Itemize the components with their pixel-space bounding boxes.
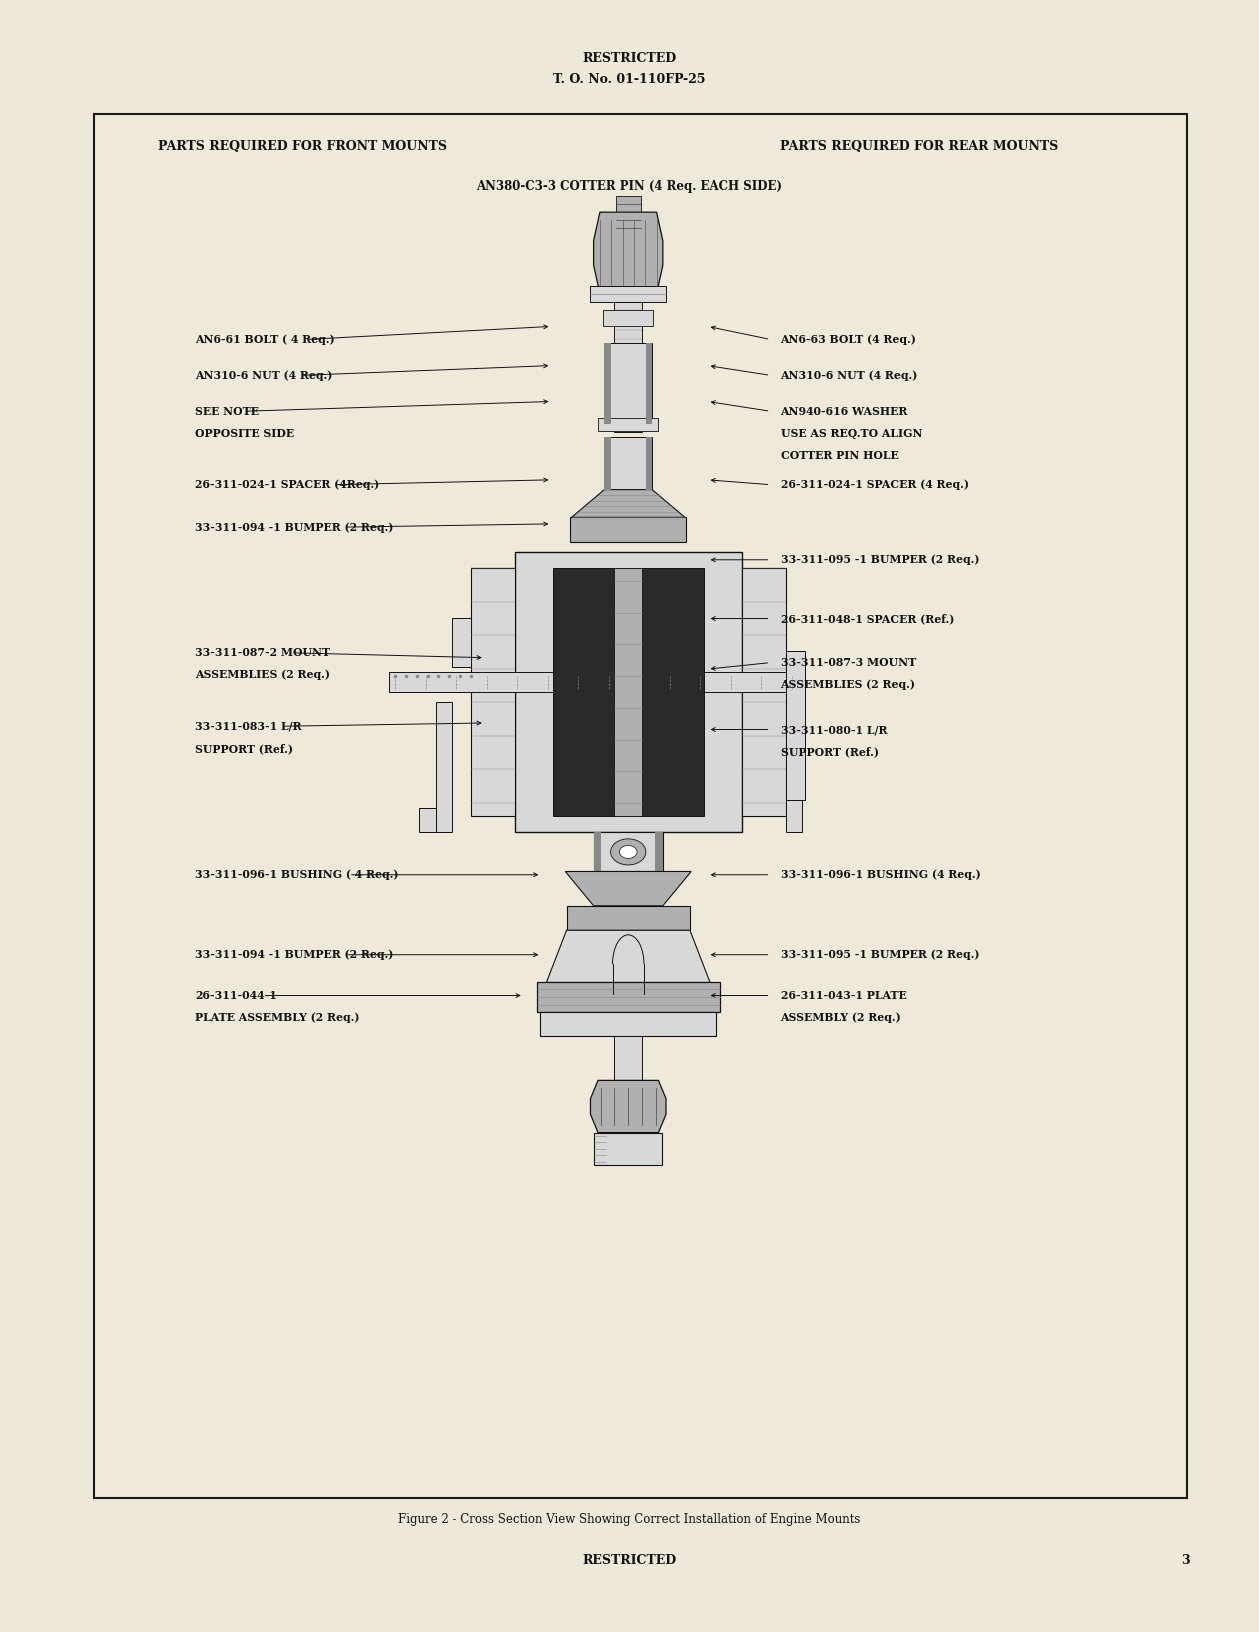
FancyBboxPatch shape	[94, 114, 1187, 1498]
Text: 33-311-095 -1 BUMPER (2 Req.): 33-311-095 -1 BUMPER (2 Req.)	[781, 555, 980, 565]
Text: AN6-61 BOLT ( 4 Req.): AN6-61 BOLT ( 4 Req.)	[195, 335, 335, 344]
Text: AN6-63 BOLT (4 Req.): AN6-63 BOLT (4 Req.)	[781, 335, 917, 344]
Ellipse shape	[619, 845, 637, 858]
Text: RESTRICTED: RESTRICTED	[583, 1554, 676, 1567]
Text: 3: 3	[1181, 1554, 1190, 1567]
Text: PARTS REQUIRED FOR FRONT MOUNTS: PARTS REQUIRED FOR FRONT MOUNTS	[157, 140, 447, 153]
Text: 33-311-080-1 L/R: 33-311-080-1 L/R	[781, 725, 888, 734]
Text: 33-311-095 -1 BUMPER (2 Req.): 33-311-095 -1 BUMPER (2 Req.)	[781, 950, 980, 960]
Text: 33-311-096-1 BUSHING ( 4 Req.): 33-311-096-1 BUSHING ( 4 Req.)	[195, 870, 399, 880]
Bar	[540, 1012, 716, 1036]
Bar	[567, 906, 690, 930]
Text: 33-311-083-1 L/R: 33-311-083-1 L/R	[195, 721, 302, 731]
Ellipse shape	[611, 839, 646, 865]
Bar	[590, 286, 666, 302]
Bar	[646, 437, 652, 490]
Text: SUPPORT (Ref.): SUPPORT (Ref.)	[781, 746, 879, 757]
Bar	[593, 832, 601, 871]
Bar	[471, 568, 515, 816]
Bar	[614, 568, 642, 816]
Text: USE AS REQ.TO ALIGN: USE AS REQ.TO ALIGN	[781, 428, 922, 439]
Polygon shape	[565, 871, 691, 906]
Polygon shape	[546, 930, 710, 982]
Bar	[614, 302, 642, 432]
Bar	[436, 702, 452, 832]
Bar	[616, 196, 641, 228]
Bar	[570, 517, 686, 542]
Bar	[452, 617, 471, 667]
Text: SEE NOTE: SEE NOTE	[195, 406, 259, 416]
Bar	[604, 343, 611, 424]
Text: AN310-6 NUT (4 Req.): AN310-6 NUT (4 Req.)	[195, 370, 332, 380]
Bar	[655, 832, 662, 871]
Text: AN310-6 NUT (4 Req.): AN310-6 NUT (4 Req.)	[781, 370, 918, 380]
Text: PLATE ASSEMBLY (2 Req.): PLATE ASSEMBLY (2 Req.)	[195, 1012, 360, 1023]
Bar	[536, 982, 720, 1012]
Text: PARTS REQUIRED FOR REAR MOUNTS: PARTS REQUIRED FOR REAR MOUNTS	[779, 140, 1059, 153]
Bar	[646, 343, 652, 424]
Text: ASSEMBLIES (2 Req.): ASSEMBLIES (2 Req.)	[195, 669, 330, 681]
Text: ASSEMBLY (2 Req.): ASSEMBLY (2 Req.)	[781, 1012, 901, 1023]
Text: 26-311-044-1: 26-311-044-1	[195, 991, 277, 1000]
Bar	[614, 1036, 642, 1085]
Text: AN380-C3-3 COTTER PIN (4 Req. EACH SIDE): AN380-C3-3 COTTER PIN (4 Req. EACH SIDE)	[476, 180, 783, 193]
Text: 26-311-048-1 SPACER (Ref.): 26-311-048-1 SPACER (Ref.)	[781, 614, 954, 623]
Text: RESTRICTED: RESTRICTED	[583, 52, 676, 65]
Polygon shape	[572, 490, 685, 517]
Bar	[598, 418, 658, 431]
Bar	[593, 832, 662, 871]
Text: OPPOSITE SIDE: OPPOSITE SIDE	[195, 428, 295, 439]
Bar	[515, 552, 742, 832]
Bar	[604, 437, 611, 490]
Bar	[553, 568, 704, 816]
Bar	[389, 672, 798, 692]
Text: AN940-616 WASHER: AN940-616 WASHER	[781, 406, 908, 416]
Text: 33-311-087-3 MOUNT: 33-311-087-3 MOUNT	[781, 658, 915, 667]
Text: 26-311-024-1 SPACER (4 Req.): 26-311-024-1 SPACER (4 Req.)	[781, 480, 968, 490]
Polygon shape	[590, 1080, 666, 1133]
Bar	[742, 568, 786, 816]
Text: Figure 2 - Cross Section View Showing Correct Installation of Engine Mounts: Figure 2 - Cross Section View Showing Co…	[398, 1513, 861, 1526]
Text: 33-311-094 -1 BUMPER (2 Req.): 33-311-094 -1 BUMPER (2 Req.)	[195, 950, 394, 960]
Text: SUPPORT (Ref.): SUPPORT (Ref.)	[195, 743, 293, 754]
Bar	[786, 800, 802, 832]
Bar	[594, 1133, 662, 1165]
Polygon shape	[593, 212, 662, 294]
Bar	[603, 310, 653, 326]
Text: 33-311-094 -1 BUMPER (2 Req.): 33-311-094 -1 BUMPER (2 Req.)	[195, 522, 394, 532]
Bar	[786, 651, 805, 800]
Text: ASSEMBLIES (2 Req.): ASSEMBLIES (2 Req.)	[781, 679, 915, 690]
Text: COTTER PIN HOLE: COTTER PIN HOLE	[781, 450, 899, 460]
Text: 33-311-087-2 MOUNT: 33-311-087-2 MOUNT	[195, 648, 330, 658]
Text: 26-311-024-1 SPACER (4Req.): 26-311-024-1 SPACER (4Req.)	[195, 480, 379, 490]
Bar	[419, 808, 436, 832]
Text: 26-311-043-1 PLATE: 26-311-043-1 PLATE	[781, 991, 906, 1000]
Text: 33-311-096-1 BUSHING (4 Req.): 33-311-096-1 BUSHING (4 Req.)	[781, 870, 981, 880]
Text: T. O. No. 01-110FP-25: T. O. No. 01-110FP-25	[553, 73, 706, 86]
Bar	[604, 437, 652, 490]
Bar	[604, 343, 652, 424]
